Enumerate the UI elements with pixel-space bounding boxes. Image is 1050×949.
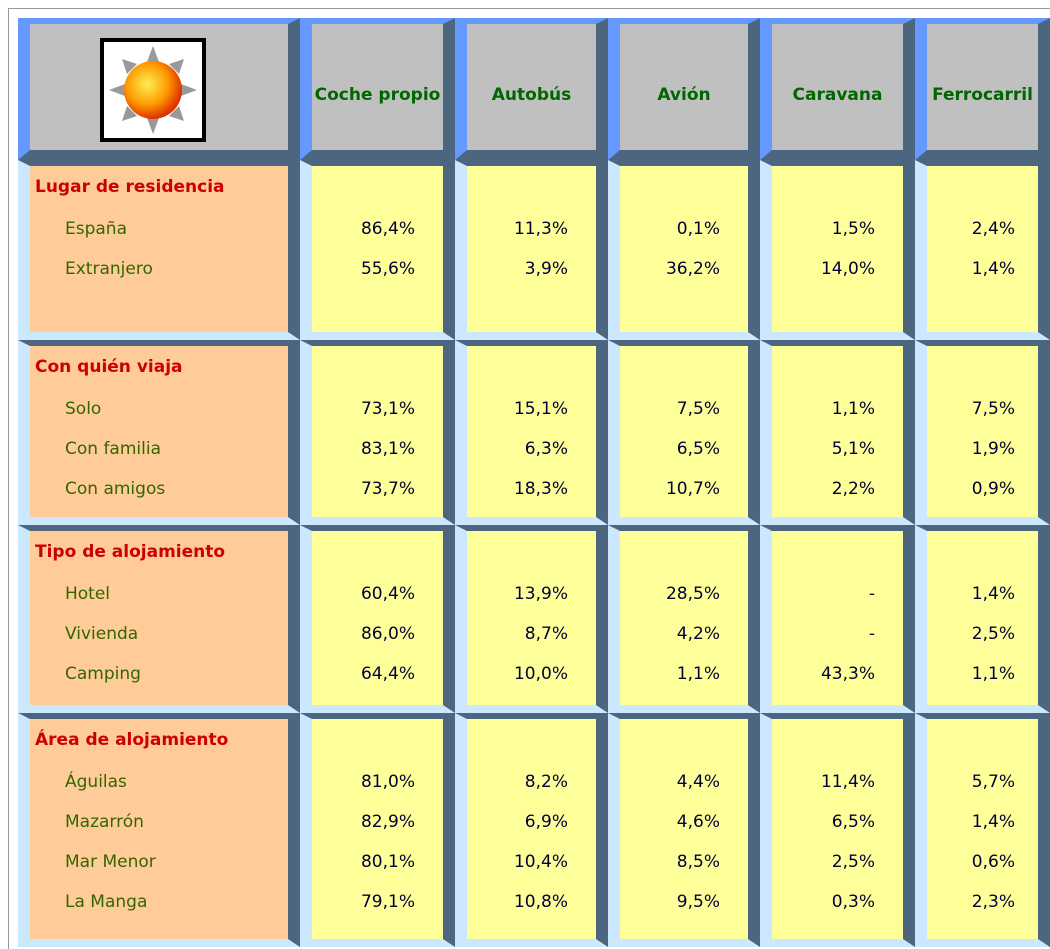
cell-value: 80,1% [314, 852, 415, 872]
cell-value: 28,5% [622, 584, 720, 604]
row-label: Solo [65, 399, 101, 419]
body-cell [915, 525, 1050, 713]
body-cell [300, 525, 455, 713]
cell-value: 64,4% [314, 664, 415, 684]
cell-value: 15,1% [469, 399, 568, 419]
cell-value: 1,4% [929, 259, 1015, 279]
cell-value: 6,9% [469, 812, 568, 832]
cell-value: 10,0% [469, 664, 568, 684]
body-cell [300, 160, 455, 340]
column-header: Avión [620, 70, 748, 120]
body-cell [455, 160, 608, 340]
body-cell [455, 525, 608, 713]
cell-value: 86,4% [314, 219, 415, 239]
cell-value: 10,4% [469, 852, 568, 872]
cell-value: 18,3% [469, 479, 568, 499]
column-header: Coche propio [312, 70, 443, 120]
cell-value: - [774, 624, 875, 644]
cell-value: 11,3% [469, 219, 568, 239]
cell-value: - [774, 584, 875, 604]
cell-value: 79,1% [314, 892, 415, 912]
cell-value: 4,2% [622, 624, 720, 644]
cell-value: 8,7% [469, 624, 568, 644]
cell-value: 8,2% [469, 772, 568, 792]
cell-value: 82,9% [314, 812, 415, 832]
cell-value: 0,9% [929, 479, 1015, 499]
cell-value: 1,9% [929, 439, 1015, 459]
cell-value: 2,5% [929, 624, 1015, 644]
cell-value: 73,7% [314, 479, 415, 499]
cell-value: 5,7% [929, 772, 1015, 792]
row-label: Con amigos [65, 479, 165, 499]
cell-value: 0,6% [929, 852, 1015, 872]
cell-value: 1,1% [622, 664, 720, 684]
row-label: España [65, 219, 127, 239]
cell-value: 3,9% [469, 259, 568, 279]
group-title: Lugar de residencia [35, 177, 225, 197]
cell-value: 43,3% [774, 664, 875, 684]
cell-value: 0,1% [622, 219, 720, 239]
cell-value: 14,0% [774, 259, 875, 279]
cell-value: 5,1% [774, 439, 875, 459]
cell-value: 13,9% [469, 584, 568, 604]
sun-icon [100, 38, 206, 142]
column-header: Autobús [467, 70, 596, 120]
body-cell [608, 160, 760, 340]
body-cell [760, 160, 915, 340]
row-label: Vivienda [65, 624, 138, 644]
row-label: Camping [65, 664, 141, 684]
cell-value: 6,5% [774, 812, 875, 832]
cell-value: 6,3% [469, 439, 568, 459]
column-header: Caravana [772, 70, 903, 120]
cell-value: 73,1% [314, 399, 415, 419]
cell-value: 2,3% [929, 892, 1015, 912]
cell-value: 10,8% [469, 892, 568, 912]
group-title: Tipo de alojamiento [35, 542, 225, 562]
group-title: Área de alojamiento [35, 730, 228, 750]
cell-value: 2,4% [929, 219, 1015, 239]
body-cell [760, 525, 915, 713]
cell-value: 1,1% [774, 399, 875, 419]
cell-value: 1,4% [929, 812, 1015, 832]
cell-value: 11,4% [774, 772, 875, 792]
cell-value: 83,1% [314, 439, 415, 459]
row-label: Con familia [65, 439, 161, 459]
cell-value: 86,0% [314, 624, 415, 644]
cell-value: 6,5% [622, 439, 720, 459]
cell-value: 7,5% [622, 399, 720, 419]
cell-value: 1,5% [774, 219, 875, 239]
cell-value: 1,4% [929, 584, 1015, 604]
body-cell [608, 525, 760, 713]
column-header: Ferrocarril [927, 70, 1038, 120]
cell-value: 4,6% [622, 812, 720, 832]
cell-value: 4,4% [622, 772, 720, 792]
row-label: Hotel [65, 584, 110, 604]
cell-value: 7,5% [929, 399, 1015, 419]
cell-value: 8,5% [622, 852, 720, 872]
cell-value: 10,7% [622, 479, 720, 499]
row-label: Mar Menor [65, 852, 156, 872]
cell-value: 2,5% [774, 852, 875, 872]
cell-value: 0,3% [774, 892, 875, 912]
group-title: Con quién viaja [35, 357, 183, 377]
row-label: Águilas [65, 772, 127, 792]
row-label: Mazarrón [65, 812, 144, 832]
cell-value: 81,0% [314, 772, 415, 792]
cell-value: 55,6% [314, 259, 415, 279]
cell-value: 36,2% [622, 259, 720, 279]
cell-value: 60,4% [314, 584, 415, 604]
page: Coche propio Autobús Avión Caravana Ferrocar… [0, 0, 1050, 949]
row-label: Extranjero [65, 259, 153, 279]
cell-value: 9,5% [622, 892, 720, 912]
row-label: La Manga [65, 892, 147, 912]
cell-value: 2,2% [774, 479, 875, 499]
body-cell [915, 160, 1050, 340]
cell-value: 1,1% [929, 664, 1015, 684]
